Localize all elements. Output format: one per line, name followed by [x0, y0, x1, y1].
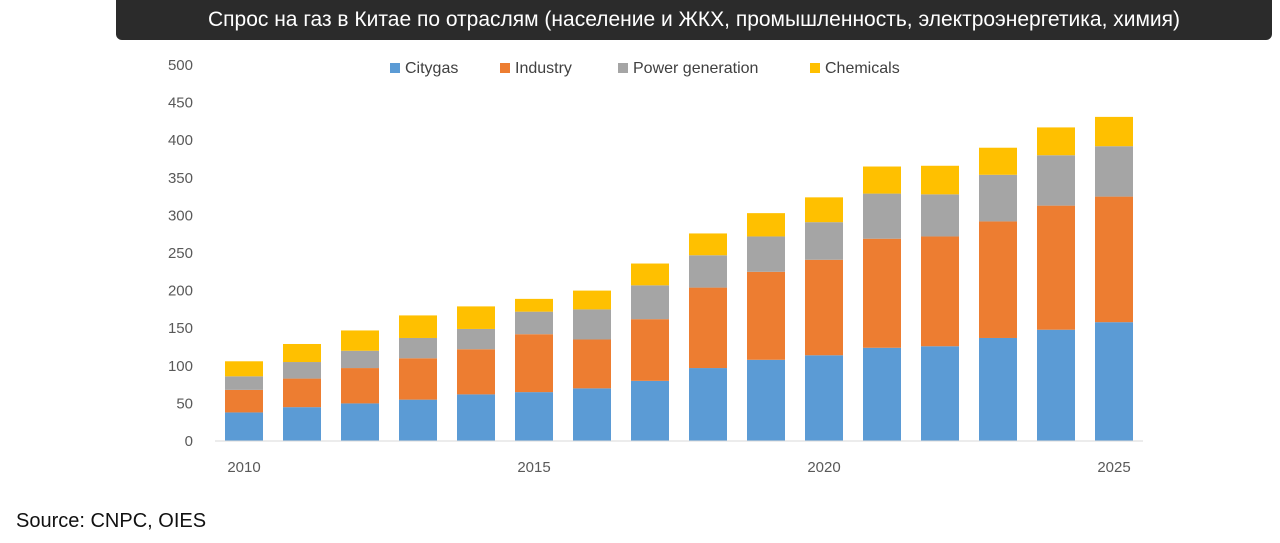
bar-segment-citygas [921, 346, 959, 441]
x-axis: 2010 2015 2020 2025 [215, 440, 1143, 476]
bar-segment-chemicals [341, 330, 379, 351]
bar-segment-power-generation [399, 337, 437, 359]
bar-segment-chemicals [515, 298, 553, 312]
legend-swatch [810, 63, 820, 73]
legend-label: Power generation [633, 60, 758, 77]
bar-segment-industry [225, 389, 263, 413]
legend: Citygas Industry Power generation Chemicals [390, 60, 900, 77]
bar-segment-industry [747, 271, 785, 360]
bar-segment-power-generation [515, 311, 553, 335]
bar-segment-power-generation [631, 285, 669, 320]
y-tick-label: 500 [168, 57, 193, 74]
bar-segment-citygas [805, 355, 843, 441]
bar-segment-power-generation [863, 193, 901, 239]
bar-segment-chemicals [863, 166, 901, 194]
y-tick-label: 200 [168, 283, 193, 300]
bar-segment-power-generation [689, 255, 727, 288]
bar-segment-citygas [399, 399, 437, 441]
bar-segment-citygas [225, 412, 263, 441]
legend-swatch [500, 63, 510, 73]
y-tick-label: 100 [168, 358, 193, 375]
bar-segment-industry [689, 287, 727, 369]
bar-segment-power-generation [1037, 155, 1075, 206]
bar-segment-industry [515, 334, 553, 393]
bar-segment-citygas [747, 359, 785, 441]
y-tick-label: 450 [168, 95, 193, 112]
bar-segment-power-generation [979, 174, 1017, 222]
y-axis: 0 50 100 150 200 250 300 350 400 450 500 [168, 57, 193, 450]
bar-segment-chemicals [689, 233, 727, 256]
bar-segment-power-generation [1095, 146, 1133, 197]
bar-segment-industry [631, 319, 669, 381]
x-tick-label: 2025 [1097, 459, 1130, 476]
legend-label: Chemicals [825, 60, 900, 77]
y-tick-label: 150 [168, 320, 193, 337]
bar-segment-power-generation [747, 236, 785, 272]
bar-segment-chemicals [457, 306, 495, 329]
bar-segment-power-generation [921, 194, 959, 237]
y-tick-label: 50 [176, 395, 193, 412]
bar-segment-chemicals [573, 290, 611, 310]
bar-segment-citygas [631, 380, 669, 441]
bar-segment-industry [1037, 205, 1075, 330]
bar-segment-citygas [457, 394, 495, 441]
bar-segment-citygas [341, 403, 379, 441]
y-tick-label: 300 [168, 207, 193, 224]
bar-segment-power-generation [341, 350, 379, 369]
source-note: Source: CNPC, OIES [16, 510, 207, 532]
bar-segment-citygas [689, 368, 727, 441]
bar-segment-citygas [573, 388, 611, 441]
legend-label: Industry [515, 60, 572, 77]
bar-segment-chemicals [1095, 116, 1133, 147]
bar-segment-industry [863, 238, 901, 348]
bar-segment-power-generation [573, 309, 611, 340]
bar-segment-chemicals [921, 165, 959, 195]
bar-segment-chemicals [399, 315, 437, 338]
y-tick-label: 350 [168, 170, 193, 187]
bar-segment-power-generation [225, 376, 263, 390]
bar-segment-power-generation [805, 222, 843, 260]
legend-swatch [390, 63, 400, 73]
bar-segment-chemicals [805, 197, 843, 223]
y-tick-label: 250 [168, 245, 193, 262]
y-tick-label: 400 [168, 132, 193, 149]
bar-segment-chemicals [225, 361, 263, 377]
bar-segment-chemicals [283, 343, 321, 363]
bar-segment-power-generation [283, 362, 321, 379]
bar-segment-chemicals [631, 263, 669, 286]
bar-segment-industry [283, 378, 321, 408]
bar-segment-industry [399, 358, 437, 400]
bar-segment-chemicals [1037, 127, 1075, 156]
page-title: Спрос на газ в Китае по отраслям (населе… [207, 8, 1181, 31]
bar-segment-citygas [863, 347, 901, 441]
bar-segment-power-generation [457, 328, 495, 350]
bar-segment-industry [921, 236, 959, 347]
bar-segment-industry [573, 339, 611, 389]
bar-segment-chemicals [979, 147, 1017, 175]
bar-segment-industry [1095, 196, 1133, 323]
legend-swatch [618, 63, 628, 73]
x-tick-label: 2020 [807, 459, 840, 476]
bar-segment-industry [805, 259, 843, 356]
bar-segment-citygas [979, 337, 1017, 441]
bar-segment-industry [341, 368, 379, 404]
bar-segment-chemicals [747, 213, 785, 237]
bar-segment-citygas [283, 407, 321, 441]
y-tick-label: 0 [185, 433, 193, 450]
bar-segment-industry [979, 221, 1017, 338]
bar-segment-citygas [1095, 322, 1133, 441]
title-bar: Спрос на газ в Китае по отраслям (населе… [116, 0, 1272, 40]
bar-segment-citygas [515, 392, 553, 441]
x-tick-label: 2010 [227, 459, 260, 476]
legend-label: Citygas [405, 60, 458, 77]
bar-segment-citygas [1037, 329, 1075, 441]
bars [225, 116, 1133, 441]
x-tick-label: 2015 [517, 459, 550, 476]
bar-segment-industry [457, 349, 495, 395]
